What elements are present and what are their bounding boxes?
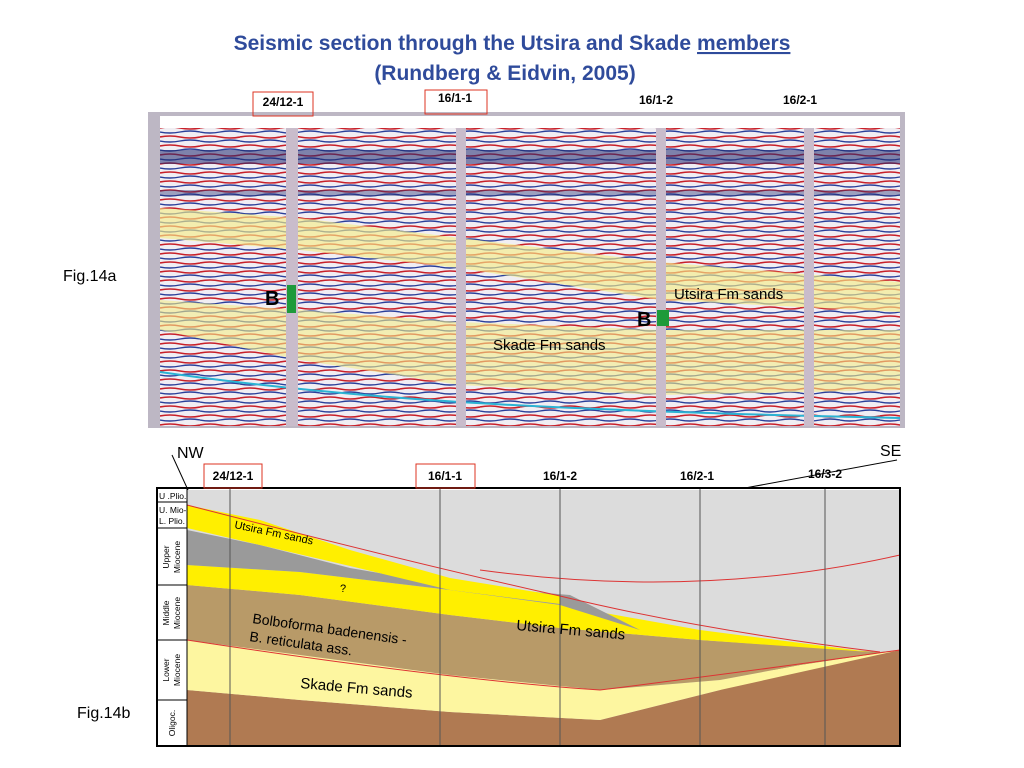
- frame: [156, 487, 901, 747]
- skade-layer: [187, 640, 900, 720]
- well-box: [252, 91, 314, 117]
- title-emphasis: members: [697, 32, 790, 55]
- well-label: 16/3-2: [808, 467, 842, 481]
- boundary: [186, 639, 901, 691]
- figure-label: Fig.14a: [63, 268, 116, 285]
- well-column: [656, 128, 666, 426]
- strat-label: Miocene: [172, 597, 182, 629]
- strat-label: L. Plio.: [159, 516, 185, 526]
- well-box: [424, 89, 488, 115]
- strat-label: Oligoc.: [167, 710, 177, 736]
- annotation: Skade Fm sands: [493, 337, 606, 354]
- well-column: [804, 128, 814, 426]
- connector: [744, 459, 898, 489]
- oligocene-layer: [187, 650, 900, 746]
- marker-label: B: [637, 309, 651, 331]
- subtitle: (Rundberg & Eidvin, 2005): [374, 62, 635, 85]
- utsira-upper-layer: [187, 505, 560, 604]
- strat-label: Middle: [161, 600, 171, 625]
- header-strip: [160, 116, 900, 128]
- utsira-lower-layer: [187, 565, 870, 652]
- reflector: [160, 150, 900, 164]
- well-label: 16/1-2: [543, 469, 577, 483]
- strat-label: U. Mio-: [159, 505, 187, 515]
- well-column: [286, 128, 298, 426]
- well-box: [203, 463, 263, 489]
- well-label: 24/12-1: [263, 95, 304, 109]
- bolboforma-layer: [187, 585, 880, 690]
- direction-label: SE: [880, 443, 901, 460]
- strat-label: U .Plio.: [159, 491, 186, 501]
- strat-label: Upper: [161, 545, 171, 568]
- title: Seismic section through the Utsira and S…: [234, 32, 791, 55]
- well-label: 16/1-2: [639, 93, 673, 107]
- marker-label: B: [265, 288, 279, 310]
- well-box: [415, 463, 476, 489]
- strat-label: Miocene: [172, 541, 182, 573]
- well-label: 16/2-1: [783, 93, 817, 107]
- reflector: [160, 190, 900, 196]
- well-label: 24/12-1: [213, 469, 254, 483]
- well-marker: [657, 310, 669, 326]
- well-label: 16/1-1: [428, 469, 462, 483]
- annotation: Utsira Fm sands: [674, 286, 783, 303]
- direction-label: NW: [177, 445, 205, 462]
- boundary: [479, 554, 901, 583]
- well-column: [456, 128, 466, 426]
- strat-label: Miocene: [172, 654, 182, 686]
- connector: [171, 454, 189, 491]
- figure-label: Fig.14b: [77, 705, 130, 722]
- seismic-section: [148, 112, 905, 428]
- well-label: 16/1-1: [438, 91, 472, 105]
- horizon: [159, 371, 901, 419]
- well-label: 16/2-1: [680, 469, 714, 483]
- utsira-band: [160, 208, 900, 312]
- annotation: ?: [340, 583, 346, 595]
- title-text: Seismic section through the Utsira and S…: [234, 32, 691, 55]
- cross-section: [156, 487, 901, 747]
- strat-label: Lower: [161, 658, 171, 681]
- well-marker: [287, 285, 296, 313]
- skade-band: [160, 300, 900, 395]
